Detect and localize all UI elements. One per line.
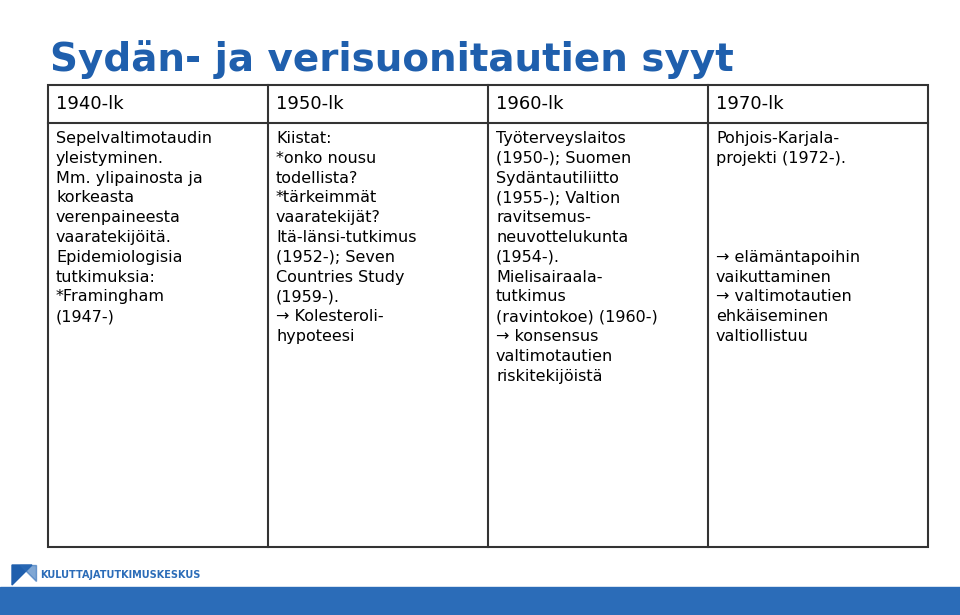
Polygon shape [20,565,36,581]
Text: 1950-lk: 1950-lk [276,95,344,113]
Text: Sepelvaltimotaudin
yleistyminen.
Mm. ylipainosta ja
korkeasta
verenpaineesta
vaa: Sepelvaltimotaudin yleistyminen. Mm. yli… [56,131,212,324]
Text: 1960-lk: 1960-lk [496,95,564,113]
Bar [0,587,960,615]
Text: KULUTTAJATUTKIMUSKESKUS: KULUTTAJATUTKIMUSKESKUS [40,570,201,580]
Text: Kiistat:
*onko nousu
todellista?
*tärkeimmät
vaaratekijät?
Itä-länsi-tutkimus
(1: Kiistat: *onko nousu todellista? *tärkei… [276,131,417,344]
Polygon shape [12,565,32,585]
Bar [48,85,928,547]
Text: Työterveyslaitos
(1950-); Suomen
Sydäntautiliitto
(1955-); Valtion
ravitsemus-
n: Työterveyslaitos (1950-); Suomen Sydänta… [496,131,658,384]
Text: 1970-lk: 1970-lk [716,95,783,113]
Text: Pohjois-Karjala-
projekti (1972-).




→ elämäntapoihin
vaikuttaminen
→ valtimot: Pohjois-Karjala- projekti (1972-). → elä… [716,131,860,344]
Text: 1940-lk: 1940-lk [56,95,124,113]
Text: Sydän- ja verisuonitautien syyt: Sydän- ja verisuonitautien syyt [50,40,733,79]
